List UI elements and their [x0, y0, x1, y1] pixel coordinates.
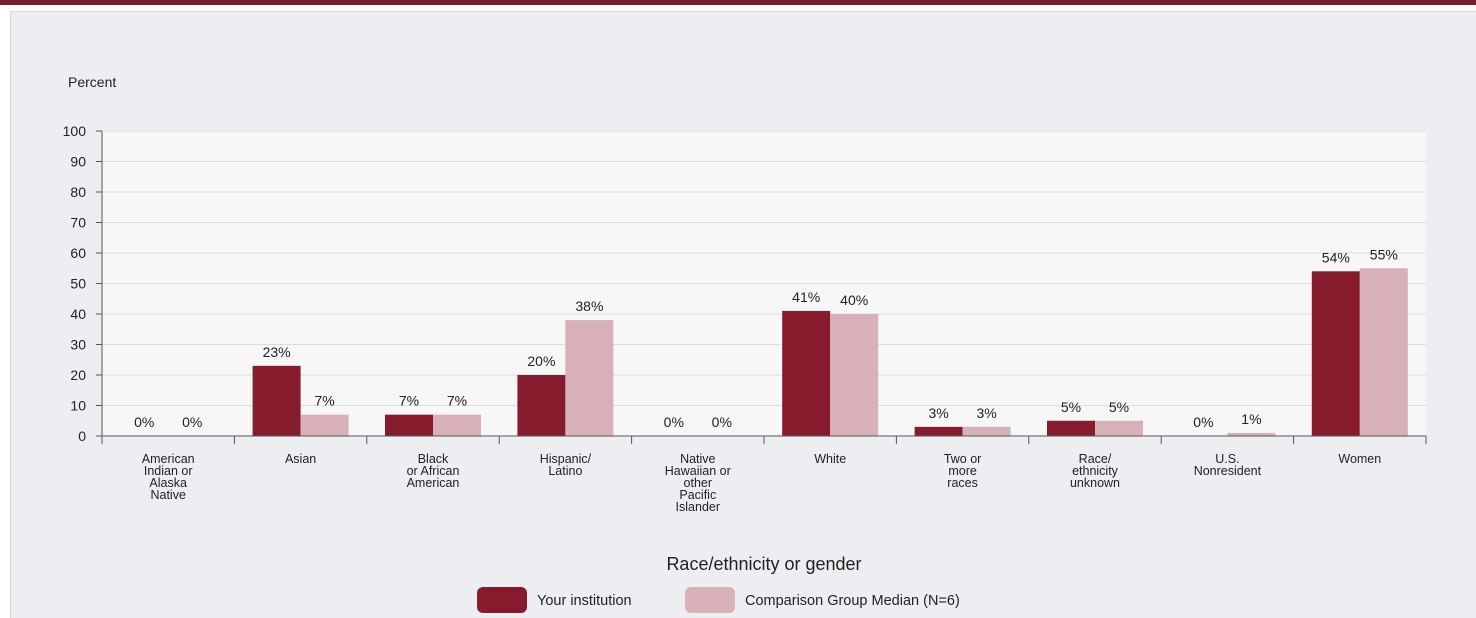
- bar-value-label: 41%: [792, 289, 820, 305]
- bar-value-label: 40%: [840, 292, 868, 308]
- y-tick-label: 80: [70, 184, 86, 200]
- bar-value-label: 1%: [1241, 411, 1261, 427]
- x-tick-label: Women: [1338, 452, 1381, 466]
- bar-comparison-6: [962, 426, 1011, 436]
- y-tick-labels: 0 10 20 30 40 50 60 70 80 90 100: [63, 123, 87, 444]
- bar-value-label: 5%: [1109, 399, 1129, 415]
- top-accent-bar: [0, 0, 1476, 5]
- y-tick-label: 30: [70, 337, 86, 353]
- x-tick-label: Native Hawaiian or other Pacific Islander: [665, 452, 731, 514]
- bar-value-label: 0%: [664, 414, 684, 430]
- legend-item-your-institution-swatch: [477, 587, 527, 613]
- y-tick-label: 10: [70, 398, 86, 414]
- bar-your-institution-6: [914, 426, 963, 436]
- bar-value-label: 3%: [976, 405, 996, 421]
- bar-value-label: 54%: [1322, 249, 1350, 265]
- y-tick-label: 100: [63, 123, 87, 139]
- bar-your-institution-9: [1311, 271, 1360, 436]
- axes: [96, 130, 1427, 444]
- bar-value-label: 38%: [575, 298, 603, 314]
- legend-item-comparison-label: Comparison Group Median (N=6): [745, 593, 960, 609]
- bar-comparison-3: [565, 320, 614, 436]
- bar-value-label: 23%: [263, 344, 291, 360]
- legend-item-your-institution-label: Your institution: [537, 593, 632, 609]
- bar-your-institution-7: [1047, 420, 1095, 436]
- bar-value-label: 0%: [182, 414, 202, 430]
- bars: [252, 268, 1408, 436]
- bar-value-label: 20%: [527, 353, 555, 369]
- bar-comparison-7: [1095, 420, 1143, 436]
- bar-value-label: 5%: [1061, 399, 1081, 415]
- bar-value-label: 7%: [399, 393, 419, 409]
- bar-your-institution-3: [517, 375, 566, 436]
- x-tick-label: American Indian or Alaska Native: [142, 452, 195, 502]
- bar-value-label: 0%: [134, 414, 154, 430]
- bar-value-label: 3%: [928, 405, 948, 421]
- y-tick-label: 50: [70, 276, 86, 292]
- bar-your-institution-1: [252, 365, 301, 436]
- x-axis-label: Race/ethnicity or gender: [666, 554, 861, 574]
- x-tick-labels: American Indian or Alaska Native Asian Black o…: [142, 452, 1381, 514]
- bar-value-label: 0%: [712, 414, 732, 430]
- bar-value-label: 0%: [1193, 414, 1213, 430]
- x-tick-label: White: [814, 452, 846, 466]
- bar-your-institution-5: [782, 310, 831, 436]
- bar-your-institution-2: [385, 414, 433, 436]
- y-tick-label: 0: [78, 428, 86, 444]
- bar-comparison-5: [830, 314, 879, 436]
- bar-comparison-8: [1227, 432, 1276, 436]
- bar-value-labels: 0% 23% 7% 20% 0% 41% 3% 5% 0% 54% 0% 7% 7% 38% 0% 40% 3%…: [134, 246, 1398, 430]
- bar-comparison-2: [433, 414, 481, 436]
- bar-value-label: 55%: [1370, 246, 1398, 262]
- bar-comparison-1: [300, 414, 349, 436]
- bar-value-label: 7%: [314, 393, 334, 409]
- x-tick-label: Race/ethnicity unknown: [1070, 452, 1120, 490]
- y-tick-label: 40: [70, 306, 86, 322]
- bar-comparison-9: [1359, 268, 1408, 436]
- gridlines: [102, 130, 1426, 436]
- y-tick-label: 20: [70, 367, 86, 383]
- x-tick-label: Black or African American: [407, 452, 460, 490]
- x-tick-label: Two or more races: [944, 452, 982, 490]
- y-tick-label: 70: [70, 215, 86, 231]
- bar-value-label: 7%: [447, 393, 467, 409]
- x-tick-label: U.S. Nonresident: [1194, 452, 1262, 478]
- y-axis-label: Percent: [68, 74, 116, 90]
- x-tick-label: Asian: [285, 452, 316, 466]
- y-tick-label: 90: [70, 154, 86, 170]
- legend-item-comparison-swatch: [685, 587, 735, 613]
- legend: Your institution Comparison Group Median …: [477, 587, 960, 613]
- y-tick-label: 60: [70, 245, 86, 261]
- x-tick-label: Hispanic/Latino: [540, 452, 592, 478]
